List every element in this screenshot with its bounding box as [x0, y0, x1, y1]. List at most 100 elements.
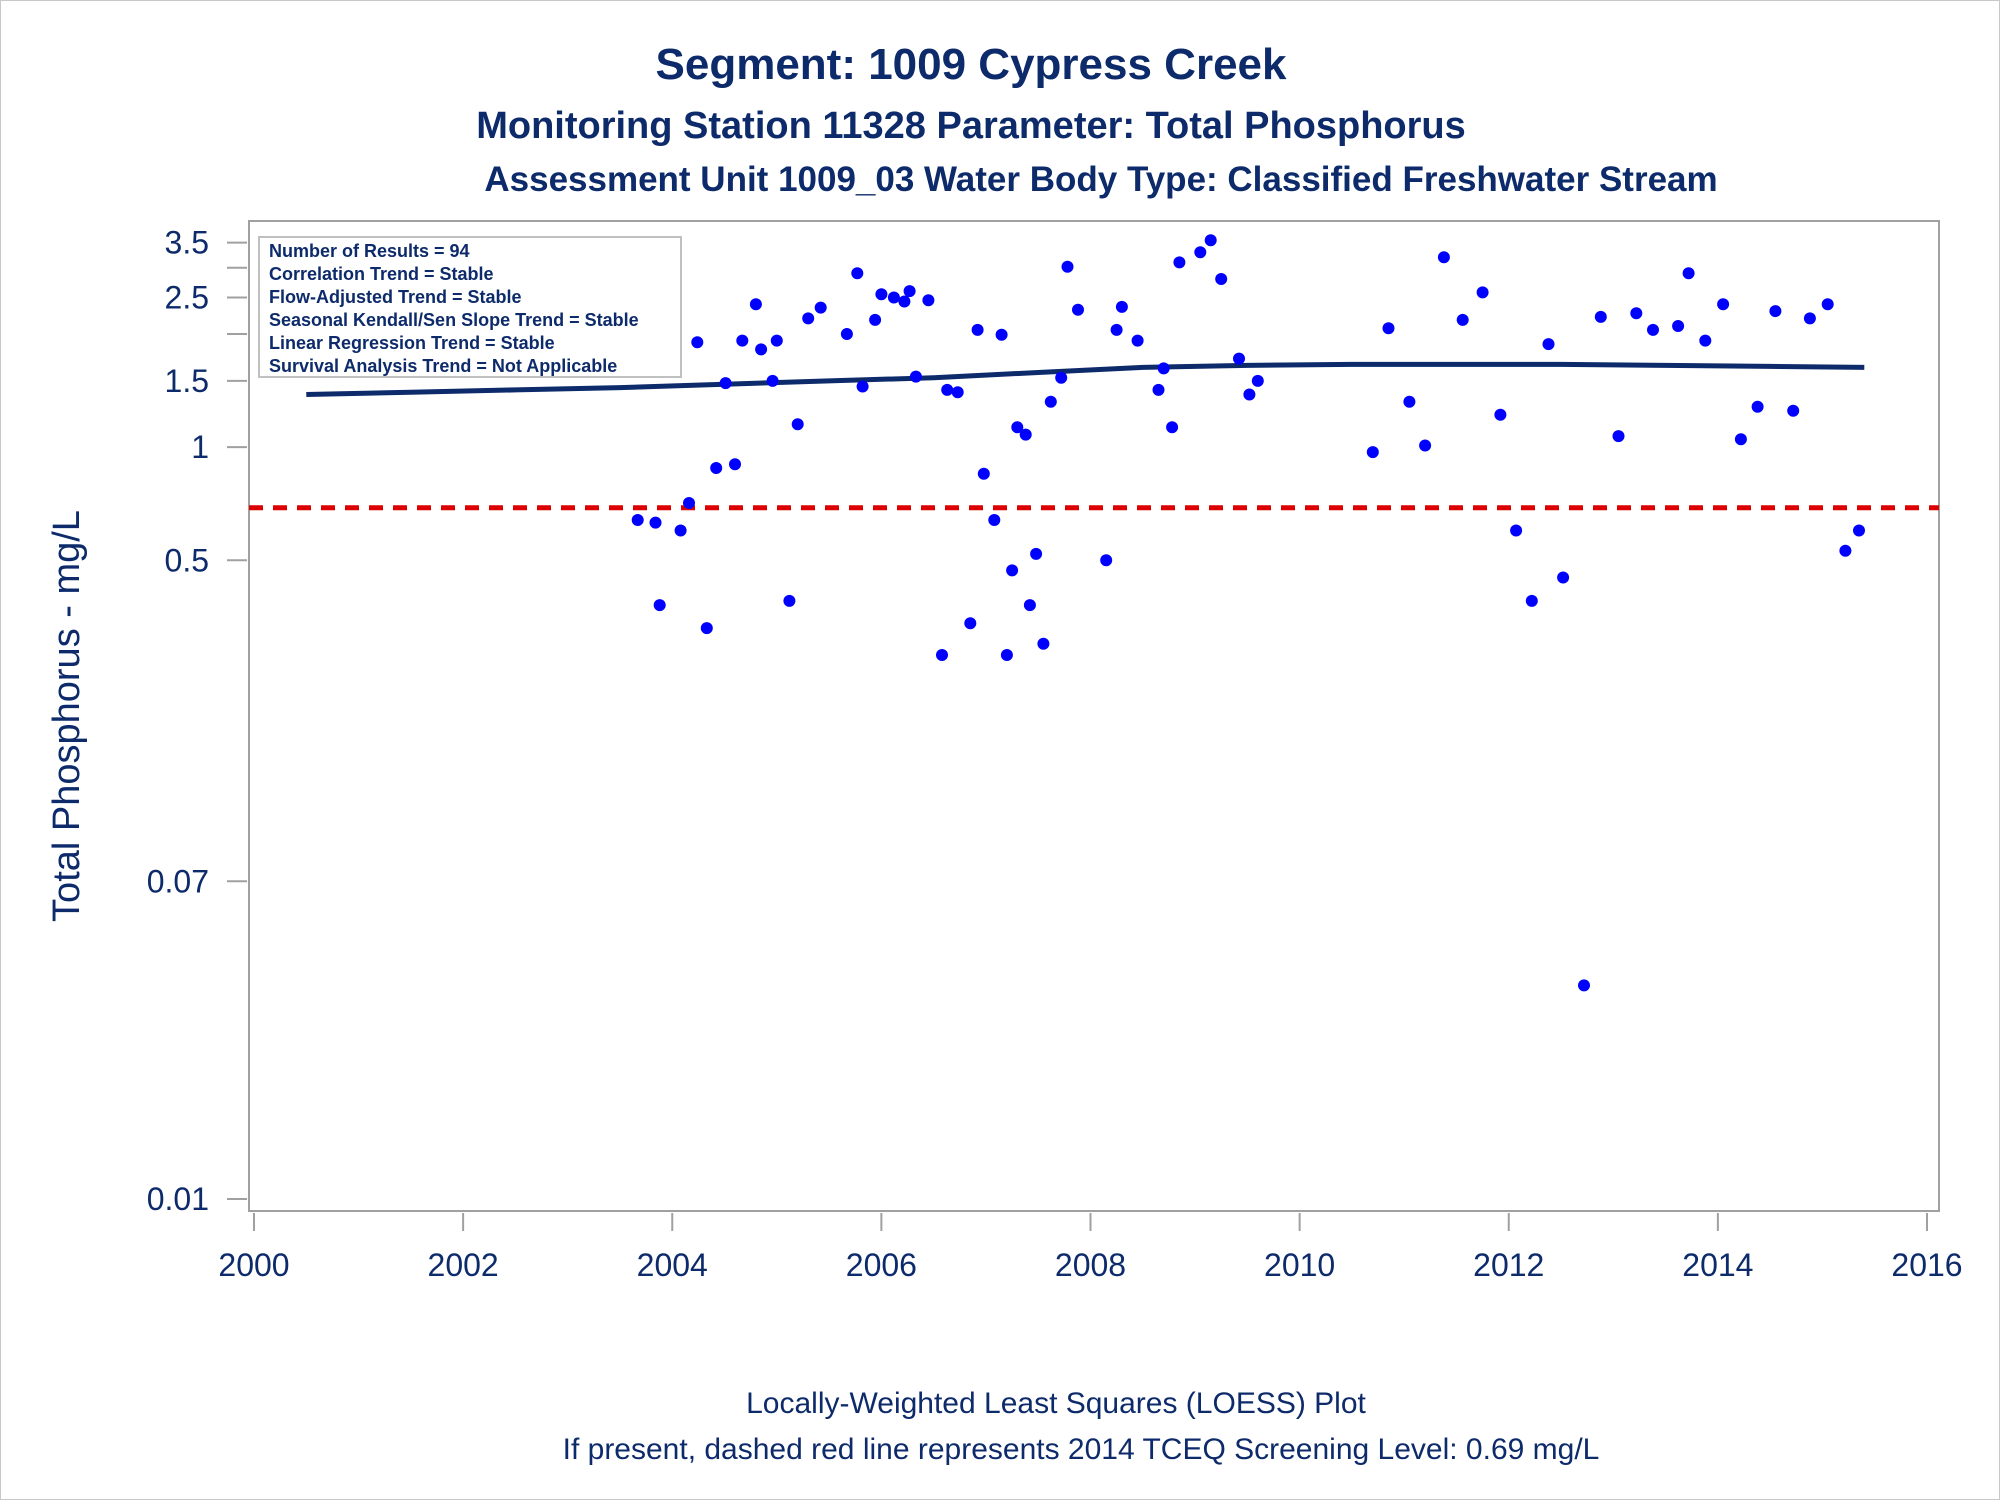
data-point — [869, 313, 882, 326]
data-point — [951, 386, 964, 399]
data-point — [1152, 383, 1165, 396]
data-point — [691, 336, 704, 349]
data-point — [736, 334, 749, 347]
footnote-loess: Locally-Weighted Least Squares (LOESS) P… — [746, 1387, 1366, 1420]
data-point — [791, 418, 804, 431]
x-axis: 2000 2002 2004 2006 2008 2010 2012 2014 2016 — [218, 1213, 1963, 1283]
data-point — [941, 383, 954, 396]
data-point — [903, 285, 916, 298]
y-tick-label: 3.5 — [165, 225, 209, 261]
data-point — [1612, 430, 1625, 443]
data-point — [1525, 594, 1538, 607]
data-point — [1510, 524, 1523, 537]
data-point — [936, 649, 948, 661]
data-point — [1382, 322, 1395, 335]
data-point — [875, 288, 888, 301]
data-point — [1419, 439, 1432, 452]
data-point — [1682, 267, 1695, 280]
data-point — [729, 458, 741, 471]
data-point — [1734, 433, 1747, 446]
x-tick-label: 2000 — [218, 1247, 289, 1283]
data-point — [1100, 554, 1113, 567]
data-point — [1403, 395, 1416, 408]
data-point — [1131, 334, 1144, 347]
data-point — [922, 294, 935, 307]
data-point — [1557, 571, 1570, 584]
data-point — [1023, 599, 1036, 612]
data-point — [1769, 305, 1782, 318]
data-point — [1037, 637, 1050, 650]
data-point — [1044, 395, 1057, 408]
data-point — [1542, 338, 1555, 351]
legend-entry: Linear Regression Trend = Stable — [269, 333, 555, 353]
data-point — [710, 462, 723, 474]
legend-entry: Flow-Adjusted Trend = Stable — [269, 287, 522, 307]
y-tick-label: 0.01 — [147, 1181, 209, 1217]
data-point — [1194, 246, 1207, 259]
data-point — [1251, 374, 1264, 387]
data-point — [1157, 362, 1170, 375]
data-point — [631, 514, 644, 526]
y-axis: 0.01 0.07 0.5 1 1.5 2.5 3.5 — [147, 225, 247, 1217]
data-point — [909, 370, 922, 383]
legend-entry: Survival Analysis Trend = Not Applicable — [269, 356, 617, 376]
data-point — [683, 497, 695, 509]
x-tick-label: 2016 — [1891, 1247, 1962, 1283]
y-tick-label: 1.5 — [165, 363, 209, 399]
y-tick-label: 0.5 — [165, 542, 209, 578]
data-point — [1853, 524, 1865, 537]
data-point — [749, 298, 762, 311]
data-point — [1061, 260, 1074, 273]
data-point — [1699, 334, 1712, 347]
data-point — [700, 622, 713, 635]
chart-subtitle: Monitoring Station 11328 Parameter: Tota… — [476, 105, 1466, 147]
data-point — [1006, 564, 1019, 577]
data-point — [755, 343, 768, 356]
data-point — [1494, 408, 1507, 421]
data-points — [300, 234, 1865, 992]
data-point — [1030, 547, 1043, 560]
data-point — [1055, 371, 1068, 384]
footnote-screening: If present, dashed red line represents 2… — [563, 1433, 1600, 1466]
data-point — [995, 328, 1008, 341]
data-point — [851, 267, 864, 280]
data-point — [887, 291, 900, 304]
x-tick-label: 2012 — [1473, 1247, 1544, 1283]
data-point — [1630, 307, 1643, 320]
data-point — [840, 328, 853, 340]
data-point — [1578, 979, 1590, 992]
data-point — [1717, 298, 1730, 311]
data-point — [649, 516, 662, 529]
data-point — [988, 514, 1001, 526]
data-point — [1803, 312, 1816, 325]
data-point — [783, 594, 796, 607]
plot-area — [248, 220, 1940, 1212]
data-point — [1204, 234, 1217, 247]
y-tick-label: 0.07 — [147, 863, 209, 899]
data-point — [1672, 320, 1685, 332]
x-tick-label: 2002 — [428, 1247, 499, 1283]
stats-legend: Number of Results = 94 Correlation Trend… — [258, 236, 682, 378]
data-point — [856, 380, 869, 393]
y-axis-label: Total Phosphorus - mg/L — [46, 510, 88, 922]
x-tick-label: 2006 — [846, 1247, 917, 1283]
legend-entry: Seasonal Kendall/Sen Slope Trend = Stabl… — [269, 310, 639, 330]
loess-line — [306, 361, 1865, 397]
x-tick-label: 2014 — [1682, 1247, 1753, 1283]
data-point — [971, 323, 984, 336]
data-point — [1456, 313, 1469, 326]
data-point — [1115, 300, 1128, 313]
data-point — [674, 524, 687, 537]
data-point — [1594, 310, 1607, 323]
data-point — [1647, 323, 1659, 336]
y-tick-label: 1 — [191, 429, 209, 465]
data-point — [1821, 298, 1834, 311]
data-point — [1233, 352, 1245, 365]
x-tick-label: 2004 — [637, 1247, 708, 1283]
data-point — [1173, 256, 1186, 269]
data-point — [1011, 421, 1024, 434]
data-point — [1243, 388, 1256, 401]
legend-entry: Correlation Trend = Stable — [269, 264, 494, 284]
